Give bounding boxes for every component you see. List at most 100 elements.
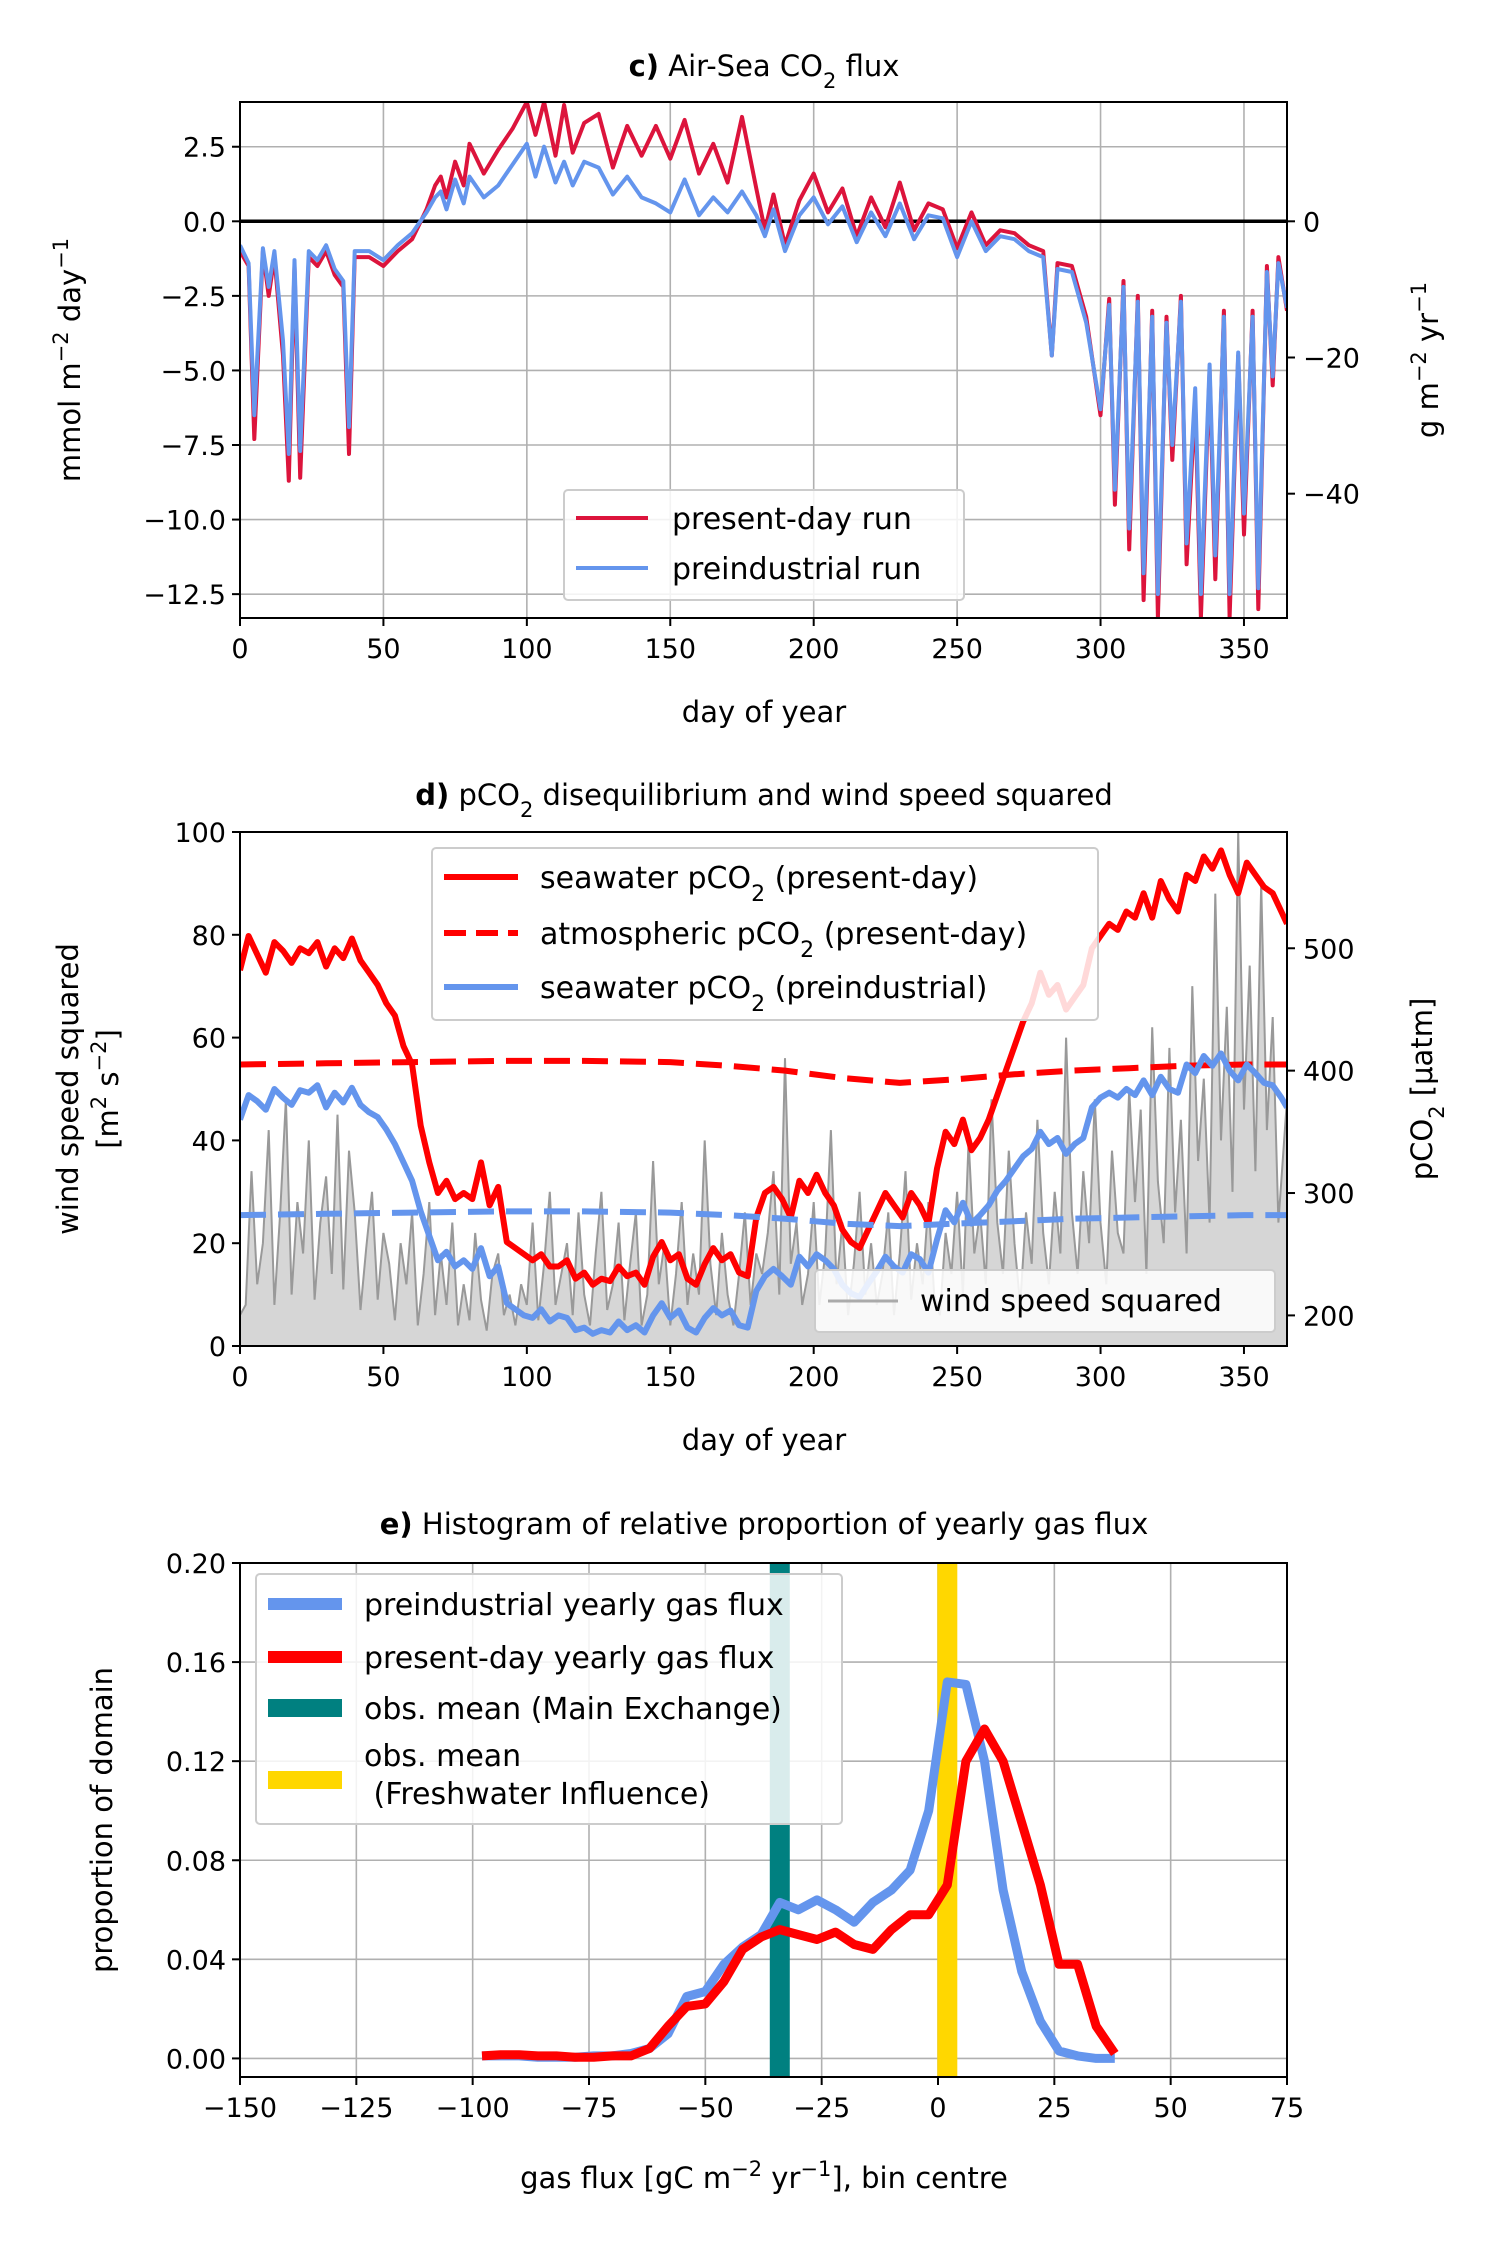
panel-c-legend-label-preind: preindustrial run xyxy=(672,552,921,587)
panel-e-x-tick-label: −75 xyxy=(561,2093,618,2124)
panel-d-x-tick-label: 100 xyxy=(501,1362,553,1393)
panel-d-right-y-tick-label: 500 xyxy=(1303,934,1355,965)
panel-c-x-tick-label: 350 xyxy=(1218,634,1270,665)
panel-d-right-y-tick-label: 300 xyxy=(1303,1179,1355,1210)
panel-c-right-y-tick-label: 0 xyxy=(1303,207,1320,238)
panel-c-x-tick-label: 200 xyxy=(788,634,840,665)
panel-d-pco2-wind: d) pCO2 disequilibrium and wind speed sq… xyxy=(51,778,1449,1457)
panel-d-legend-box xyxy=(431,847,1099,1021)
panel-c-x-tick-label: 150 xyxy=(645,634,697,665)
panel-d-y-ticks: 0 20 40 60 80 100 xyxy=(174,818,240,1363)
panel-e-x-tick-label: −50 xyxy=(677,2093,734,2124)
panel-e-y-tick-label: 0.04 xyxy=(166,1945,226,1976)
panel-e-frame xyxy=(239,1562,1288,2078)
panel-d-frame xyxy=(239,831,1288,1347)
preindustrial-flux-line xyxy=(240,141,1287,597)
panel-d-x-tick-label: 150 xyxy=(645,1362,697,1393)
panel-e-y-label: proportion of domain xyxy=(85,1667,119,1973)
panel-e-legend-label-fresh-1: obs. mean xyxy=(364,1739,521,1774)
panel-d-y-tick-label: 40 xyxy=(192,1126,226,1157)
panel-d-legend-label-sw-preind: seawater pCO2 (preindustrial) xyxy=(540,971,987,1017)
panel-c-right-y-tick-label: −40 xyxy=(1303,480,1360,511)
panel-e-x-tick-label: 25 xyxy=(1037,2093,1071,2124)
panel-c-right-ticks: 0 −20 −40 xyxy=(1287,207,1360,511)
panel-e-x-tick-label: −125 xyxy=(319,2093,393,2124)
panel-d-title: d) pCO2 disequilibrium and wind speed sq… xyxy=(415,778,1113,822)
panel-c-y-tick-label: −12.5 xyxy=(143,580,226,611)
panel-d-x-tick-label: 350 xyxy=(1218,1362,1270,1393)
panel-d-legend: seawater pCO2 (present-day) atmospheric … xyxy=(431,847,1099,1021)
panel-e-legend: preindustrial yearly gas flux present-da… xyxy=(255,1573,843,1825)
panel-e-x-label: gas flux [gC m−2 yr−1], bin centre xyxy=(520,2157,1008,2195)
panel-d-x-tick-label: 0 xyxy=(231,1362,248,1393)
atmospheric-pco2-preind-line xyxy=(240,1208,1287,1230)
panel-d-wind-legend-label: wind speed squared xyxy=(920,1284,1222,1319)
panel-e-x-ticks: −150 −125 −100 −75 −50 −25 0 25 50 75 xyxy=(203,2077,1304,2124)
seawater-pco2-preind-line xyxy=(240,1050,1287,1337)
panel-e-legend-label-present: present-day yearly gas flux xyxy=(364,1641,774,1676)
panel-d-legend-label-sw-present: seawater pCO2 (present-day) xyxy=(540,861,978,907)
panel-c-y-tick-label: −7.5 xyxy=(160,431,226,462)
panel-d-x-ticks: 0 50 100 150 200 250 300 350 xyxy=(231,1346,1270,1393)
panel-c-legend-box xyxy=(563,489,965,601)
panel-c-x-tick-label: 250 xyxy=(931,634,983,665)
panel-c-y-tick-label: 2.5 xyxy=(183,133,226,164)
panel-d-y-label-right: pCO2 [μatm] xyxy=(1405,998,1449,1181)
panel-c-x-label: day of year xyxy=(682,695,847,729)
panel-e-legend-label-fresh-2: (Freshwater Influence) xyxy=(364,1777,710,1812)
panel-d-y-tick-label: 80 xyxy=(192,921,226,952)
panel-d-right-y-tick-label: 400 xyxy=(1303,1057,1355,1088)
panel-c-right-y-tick-label: −20 xyxy=(1303,343,1360,374)
panel-c-air-sea-flux: c) Air-Sea CO2 flux 0 50 100 150 200 250 300 35… xyxy=(49,49,1445,729)
panel-c-legend: present-day run preindustrial run xyxy=(563,489,965,601)
panel-e-series xyxy=(481,1677,1119,2063)
panel-d-y-tick-label: 100 xyxy=(174,818,226,849)
panel-d-x-tick-label: 250 xyxy=(931,1362,983,1393)
panel-e-x-tick-label: −100 xyxy=(436,2093,510,2124)
panel-d-series xyxy=(240,847,1287,1337)
panel-e-legend-box xyxy=(255,1573,843,1825)
panel-d-y-label-left-line1: wind speed squared xyxy=(51,943,85,1235)
panel-c-x-tick-label: 0 xyxy=(231,634,248,665)
panel-e-y-tick-label: 0.16 xyxy=(166,1648,226,1679)
panel-c-y-tick-label: −5.0 xyxy=(160,356,226,387)
panel-c-x-tick-label: 50 xyxy=(366,634,400,665)
panel-d-right-y-tick-label: 200 xyxy=(1303,1301,1355,1332)
panel-c-y-label-left: mmol m−2 day−1 xyxy=(49,238,87,482)
panel-c-y-tick-label: −2.5 xyxy=(160,282,226,313)
panel-d-x-tick-label: 300 xyxy=(1075,1362,1127,1393)
panel-e-histogram: e) Histogram of relative proportion of y… xyxy=(85,1507,1304,2195)
panel-e-x-tick-label: −25 xyxy=(793,2093,850,2124)
panel-c-legend-label-present: present-day run xyxy=(672,502,912,537)
panel-c-y-tick-label: 0.0 xyxy=(183,207,226,238)
panel-e-x-tick-label: 50 xyxy=(1153,2093,1187,2124)
panel-d-wind-legend-box xyxy=(814,1269,1276,1333)
panel-d-wind-legend: wind speed squared xyxy=(814,1269,1276,1333)
panel-d-right-ticks: 200 300 400 500 xyxy=(1287,934,1355,1332)
panel-d-x-tick-label: 200 xyxy=(788,1362,840,1393)
panel-c-y-tick-label: −10.0 xyxy=(143,506,226,537)
panel-d-y-label-left-line2: [m2 s−2] xyxy=(87,1029,125,1149)
panel-e-y-tick-label: 0.12 xyxy=(166,1747,226,1778)
panel-e-legend-label-preind: preindustrial yearly gas flux xyxy=(364,1588,784,1623)
panel-c-series xyxy=(240,102,1287,618)
panel-d-x-tick-label: 50 xyxy=(366,1362,400,1393)
panel-c-x-tick-label: 100 xyxy=(501,634,553,665)
panel-c-frame xyxy=(239,101,1288,619)
panel-c-title: c) Air-Sea CO2 flux xyxy=(629,49,900,93)
panel-d-x-label: day of year xyxy=(682,1423,847,1457)
atmospheric-pco2-present-line xyxy=(240,1057,1287,1086)
panel-e-title: e) Histogram of relative proportion of y… xyxy=(380,1507,1149,1541)
panel-e-y-tick-label: 0.20 xyxy=(166,1549,226,1580)
seawater-pco2-present-line xyxy=(240,847,1287,1288)
panel-e-legend-label-main: obs. mean (Main Exchange) xyxy=(364,1692,782,1727)
panel-d-y-tick-label: 20 xyxy=(192,1229,226,1260)
panel-d-y-tick-label: 60 xyxy=(192,1024,226,1055)
panel-d-y-tick-label: 0 xyxy=(209,1332,226,1363)
panel-e-x-tick-label: 75 xyxy=(1270,2093,1304,2124)
panel-e-y-ticks: 0.00 0.04 0.08 0.12 0.16 0.20 xyxy=(166,1549,240,2075)
panel-c-x-tick-label: 300 xyxy=(1075,634,1127,665)
panel-c-y-label-right: g m−2 yr−1 xyxy=(1407,282,1445,438)
panel-c-y-ticks: 2.5 0.0 −2.5 −5.0 −7.5 −10.0 −12.5 xyxy=(143,133,240,611)
